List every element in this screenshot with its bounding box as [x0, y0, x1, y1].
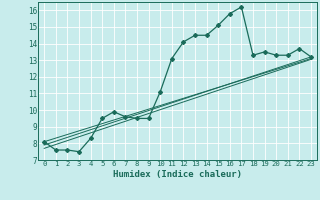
X-axis label: Humidex (Indice chaleur): Humidex (Indice chaleur)	[113, 170, 242, 179]
